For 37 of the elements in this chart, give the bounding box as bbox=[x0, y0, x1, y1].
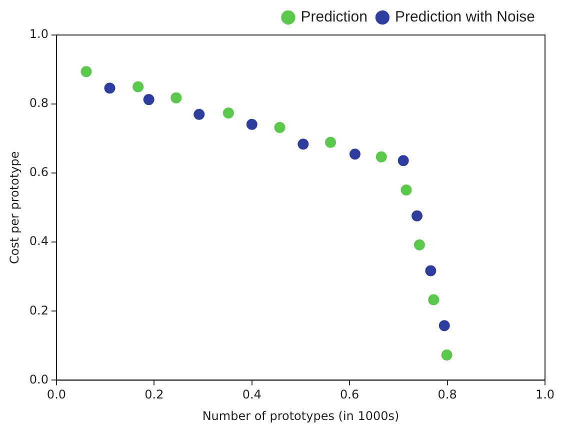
x-tick-label: 0.2 bbox=[144, 388, 164, 402]
point bbox=[414, 239, 425, 250]
point bbox=[425, 265, 436, 276]
point bbox=[170, 92, 182, 104]
point bbox=[349, 148, 360, 160]
x-tick-label: 0.8 bbox=[438, 388, 457, 402]
point bbox=[428, 294, 440, 306]
x-tick-label: 0.4 bbox=[242, 388, 262, 402]
y-tick-label: 0.8 bbox=[29, 96, 48, 110]
point bbox=[438, 320, 450, 332]
point bbox=[104, 82, 116, 94]
point bbox=[400, 184, 412, 196]
legend-label: Prediction bbox=[300, 8, 368, 26]
y-tick-label: 0.2 bbox=[29, 303, 48, 318]
point bbox=[298, 138, 309, 150]
y-axis-title: Cost per prototype bbox=[7, 151, 22, 264]
point bbox=[194, 108, 205, 120]
point bbox=[143, 94, 154, 106]
legend-label: Prediction with Noise bbox=[394, 8, 535, 26]
point bbox=[80, 66, 92, 78]
x-axis-title: Number of prototypes (in 1000s) bbox=[202, 408, 400, 423]
y-tick-label: 0.4 bbox=[29, 234, 48, 248]
point bbox=[398, 155, 409, 166]
point bbox=[376, 151, 387, 162]
point bbox=[325, 136, 336, 148]
x-tick-label: 0.0 bbox=[46, 388, 66, 402]
x-tick-label: 0.6 bbox=[340, 388, 360, 402]
point bbox=[222, 108, 234, 119]
point bbox=[441, 350, 452, 360]
y-tick-label: 0.0 bbox=[29, 372, 48, 386]
point bbox=[274, 122, 286, 134]
y-tick-label: 1.0 bbox=[29, 27, 48, 42]
point bbox=[246, 118, 258, 130]
x-tick-label: 1.0 bbox=[535, 388, 555, 402]
point bbox=[132, 81, 144, 92]
y-tick-label: 0.6 bbox=[29, 165, 48, 180]
point bbox=[412, 210, 423, 222]
